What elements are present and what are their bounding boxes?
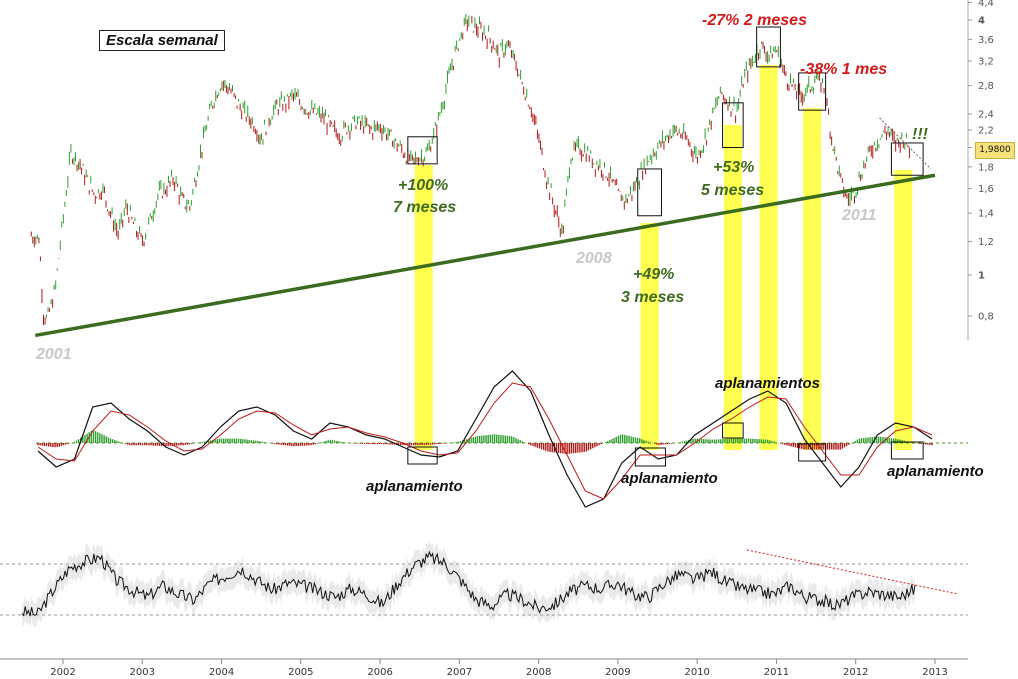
x-tick-label: 2002 bbox=[50, 667, 75, 678]
macd-box bbox=[798, 443, 827, 462]
macd-box bbox=[890, 441, 924, 460]
macd-signal-line bbox=[37, 382, 933, 500]
macd-label-aplanamiento-2: aplanamiento bbox=[621, 470, 718, 487]
price-y-tick-label: 1,2 bbox=[978, 237, 994, 248]
macd-box bbox=[722, 422, 744, 439]
macd-box bbox=[634, 447, 666, 467]
consolidation-box bbox=[890, 142, 924, 176]
price-series bbox=[30, 13, 912, 326]
price-y-tick-label: 0,8 bbox=[978, 312, 994, 323]
x-tick-label: 2005 bbox=[288, 667, 313, 678]
price-y-tick-label: 4 bbox=[978, 16, 985, 27]
support-trendline bbox=[34, 173, 936, 338]
price-y-tick-label: 3,6 bbox=[978, 35, 994, 46]
price-y-tick-label: 1,8 bbox=[978, 162, 994, 173]
x-tick-label: 2009 bbox=[605, 667, 630, 678]
macd-label-aplanamientos: aplanamientos bbox=[715, 375, 820, 392]
macd-panel: aplanamiento aplanamiento aplanamientos … bbox=[36, 370, 984, 508]
annotation-gain-100: +100% bbox=[398, 177, 448, 194]
x-tick-label: 2008 bbox=[526, 667, 551, 678]
x-ticks: 2002 2003 2004 2005 2006 2007 2008 2009 2010 2011… bbox=[50, 659, 948, 678]
year-label-2001: 2001 bbox=[35, 346, 72, 363]
annotation-loss-27: -27% 2 meses bbox=[702, 12, 807, 29]
consolidation-boxes bbox=[407, 26, 932, 217]
year-label-2011: 2011 bbox=[841, 207, 877, 224]
highlight-band bbox=[759, 65, 778, 450]
highlight-bands bbox=[414, 65, 913, 450]
x-tick-label: 2006 bbox=[367, 667, 392, 678]
time-x-axis: 2002 2003 2004 2005 2006 2007 2008 2009 2010 2011… bbox=[0, 658, 968, 678]
macd-line bbox=[37, 370, 933, 508]
annotation-3-months: 3 meses bbox=[621, 289, 684, 306]
x-tick-label: 2003 bbox=[130, 667, 155, 678]
price-y-tick-label: 4,4 bbox=[978, 0, 994, 9]
price-y-tick-label: 2,8 bbox=[978, 81, 994, 92]
macd-label-aplanamiento-3: aplanamiento bbox=[887, 463, 984, 480]
rsi-envelope bbox=[22, 540, 915, 628]
x-tick-label: 2012 bbox=[843, 667, 868, 678]
x-tick-label: 2007 bbox=[447, 667, 472, 678]
x-tick-label: 2011 bbox=[764, 667, 789, 678]
consolidation-box bbox=[637, 168, 663, 217]
last-price-tag: 1,9800 bbox=[975, 142, 1015, 159]
resistance-line bbox=[879, 117, 932, 170]
rsi-panel bbox=[0, 540, 968, 628]
macd-box bbox=[407, 446, 438, 465]
macd-boxes bbox=[407, 422, 924, 467]
macd-label-aplanamiento-1: aplanamiento bbox=[366, 478, 463, 495]
x-tick-label: 2013 bbox=[922, 667, 947, 678]
highlight-band bbox=[803, 108, 822, 450]
annotation-gain-49: +49% bbox=[633, 266, 674, 283]
consolidation-box bbox=[722, 102, 744, 148]
annotation-gain-53: +53% bbox=[713, 159, 754, 176]
price-y-ticks: 4,443,63,22,82,42,221,81,61,41,210,8 bbox=[968, 0, 994, 323]
x-tick-label: 2010 bbox=[684, 667, 709, 678]
price-panel: 4,443,63,22,82,42,221,81,61,41,210,8 200… bbox=[30, 0, 994, 450]
rsi-line bbox=[21, 550, 916, 617]
price-y-tick-label: 2,2 bbox=[978, 125, 994, 136]
price-y-tick-label: 3,2 bbox=[978, 57, 994, 68]
chart-title: Escala semanal bbox=[99, 30, 225, 51]
annotation-loss-38: -38% 1 mes bbox=[800, 61, 887, 78]
highlight-band bbox=[414, 165, 433, 450]
price-y-tick-label: 2,4 bbox=[978, 109, 994, 120]
consolidation-box bbox=[407, 136, 438, 165]
annotation-exclaim: !!! bbox=[912, 126, 929, 143]
highlight-band bbox=[640, 223, 659, 450]
x-tick-label: 2004 bbox=[209, 667, 234, 678]
highlight-band bbox=[723, 125, 742, 450]
year-label-2008: 2008 bbox=[575, 250, 612, 267]
consolidation-box bbox=[756, 26, 781, 68]
price-y-tick-label: 1,6 bbox=[978, 184, 994, 195]
highlight-band bbox=[894, 170, 913, 450]
price-y-tick-label: 1,4 bbox=[978, 209, 994, 220]
consolidation-box bbox=[798, 72, 827, 111]
annotation-7-months: 7 meses bbox=[393, 199, 456, 216]
annotation-5-months: 5 meses bbox=[701, 182, 764, 199]
price-y-tick-label: 1 bbox=[978, 271, 985, 282]
